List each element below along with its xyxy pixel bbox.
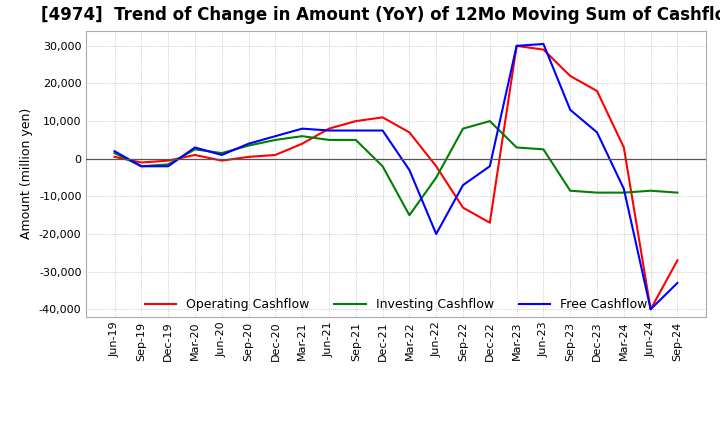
Operating Cashflow (217, 158, 226, 163)
Operating Cashflow (566, 73, 575, 79)
Free Cashflow (378, 128, 387, 133)
Free Cashflow (647, 307, 655, 312)
Operating Cashflow (619, 145, 628, 150)
Investing Cashflow (110, 150, 119, 156)
Operating Cashflow (191, 152, 199, 158)
Operating Cashflow (539, 47, 548, 52)
Operating Cashflow (164, 158, 173, 163)
Operating Cashflow (298, 141, 307, 147)
Free Cashflow (191, 145, 199, 150)
Investing Cashflow (164, 162, 173, 167)
Operating Cashflow (110, 154, 119, 160)
Free Cashflow (325, 128, 333, 133)
Free Cashflow (164, 164, 173, 169)
Operating Cashflow (513, 43, 521, 48)
Investing Cashflow (673, 190, 682, 195)
Free Cashflow (217, 152, 226, 158)
Free Cashflow (593, 130, 601, 135)
Legend: Operating Cashflow, Investing Cashflow, Free Cashflow: Operating Cashflow, Investing Cashflow, … (140, 293, 652, 316)
Title: [4974]  Trend of Change in Amount (YoY) of 12Mo Moving Sum of Cashflows: [4974] Trend of Change in Amount (YoY) o… (41, 6, 720, 24)
Free Cashflow (137, 164, 145, 169)
Operating Cashflow (137, 160, 145, 165)
Investing Cashflow (325, 137, 333, 143)
Operating Cashflow (271, 152, 279, 158)
Line: Operating Cashflow: Operating Cashflow (114, 46, 678, 309)
Operating Cashflow (485, 220, 494, 225)
Investing Cashflow (378, 164, 387, 169)
Investing Cashflow (593, 190, 601, 195)
Operating Cashflow (432, 164, 441, 169)
Free Cashflow (271, 133, 279, 139)
Operating Cashflow (405, 130, 414, 135)
Line: Free Cashflow: Free Cashflow (114, 44, 678, 309)
Operating Cashflow (673, 258, 682, 263)
Operating Cashflow (351, 118, 360, 124)
Investing Cashflow (405, 213, 414, 218)
Investing Cashflow (566, 188, 575, 193)
Operating Cashflow (378, 115, 387, 120)
Investing Cashflow (298, 133, 307, 139)
Free Cashflow (298, 126, 307, 131)
Free Cashflow (405, 167, 414, 172)
Free Cashflow (485, 164, 494, 169)
Investing Cashflow (485, 118, 494, 124)
Operating Cashflow (325, 126, 333, 131)
Free Cashflow (619, 186, 628, 191)
Investing Cashflow (539, 147, 548, 152)
Free Cashflow (673, 280, 682, 286)
Free Cashflow (110, 149, 119, 154)
Investing Cashflow (432, 175, 441, 180)
Operating Cashflow (647, 307, 655, 312)
Free Cashflow (513, 43, 521, 48)
Free Cashflow (459, 183, 467, 188)
Investing Cashflow (137, 164, 145, 169)
Free Cashflow (432, 231, 441, 237)
Operating Cashflow (593, 88, 601, 94)
Investing Cashflow (459, 126, 467, 131)
Investing Cashflow (217, 150, 226, 156)
Investing Cashflow (271, 137, 279, 143)
Free Cashflow (244, 141, 253, 147)
Free Cashflow (566, 107, 575, 113)
Investing Cashflow (619, 190, 628, 195)
Investing Cashflow (351, 137, 360, 143)
Line: Investing Cashflow: Investing Cashflow (114, 121, 678, 215)
Y-axis label: Amount (million yen): Amount (million yen) (20, 108, 33, 239)
Investing Cashflow (647, 188, 655, 193)
Operating Cashflow (244, 154, 253, 160)
Investing Cashflow (244, 143, 253, 148)
Free Cashflow (539, 41, 548, 47)
Operating Cashflow (459, 205, 467, 210)
Investing Cashflow (513, 145, 521, 150)
Free Cashflow (351, 128, 360, 133)
Investing Cashflow (191, 147, 199, 152)
